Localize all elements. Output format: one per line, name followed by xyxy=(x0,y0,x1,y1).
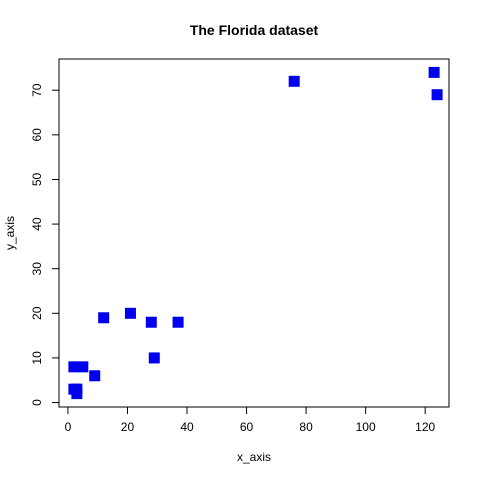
data-point xyxy=(431,89,443,101)
data-point xyxy=(77,361,89,373)
x-tick-label: 100 xyxy=(356,420,376,434)
x-tick-label: 80 xyxy=(299,420,313,434)
y-tick-label: 30 xyxy=(30,262,44,276)
data-point xyxy=(89,370,101,382)
x-axis-label: x_axis xyxy=(237,450,271,464)
data-point xyxy=(145,316,157,328)
x-tick-label: 120 xyxy=(415,420,435,434)
x-tick-label: 40 xyxy=(180,420,194,434)
data-point xyxy=(148,352,160,364)
data-point xyxy=(428,66,440,78)
y-tick-label: 20 xyxy=(30,306,44,320)
y-axis: 0 10 20 30 40 50 60 70 xyxy=(30,83,60,406)
data-points xyxy=(68,66,443,400)
data-point xyxy=(124,307,136,319)
plot-area xyxy=(58,58,450,408)
y-tick-label: 10 xyxy=(30,351,44,365)
chart-title: The Florida dataset xyxy=(190,22,319,38)
data-point xyxy=(68,361,80,373)
y-tick-label: 40 xyxy=(30,217,44,231)
x-tick-label: 0 xyxy=(65,420,72,434)
y-tick-label: 50 xyxy=(30,172,44,186)
x-tick-label: 60 xyxy=(240,420,254,434)
x-axis: 0 20 40 60 80 100 120 xyxy=(65,406,436,434)
data-point xyxy=(288,75,300,87)
data-point xyxy=(172,316,184,328)
data-point xyxy=(98,312,110,324)
data-point xyxy=(71,388,83,400)
y-axis-label: y_axis xyxy=(3,216,17,250)
y-tick-label: 60 xyxy=(30,128,44,142)
y-tick-label: 0 xyxy=(30,399,44,406)
x-tick-label: 20 xyxy=(121,420,135,434)
y-tick-label: 70 xyxy=(30,83,44,97)
